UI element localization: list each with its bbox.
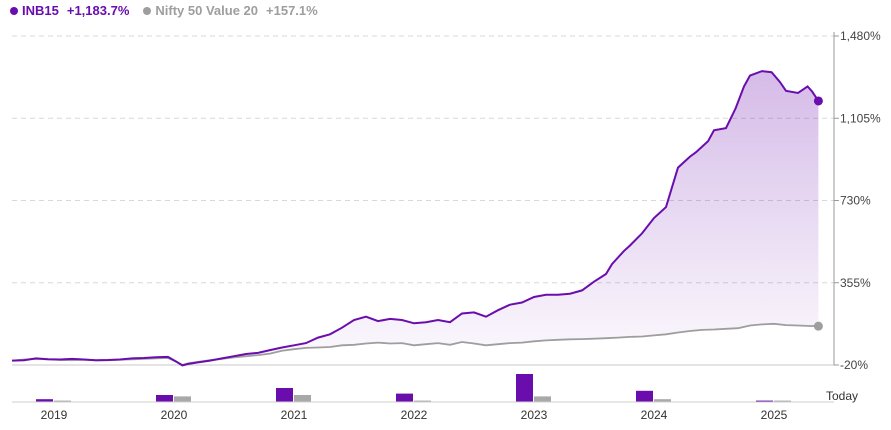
x-tick-label: 2022 xyxy=(401,408,428,422)
bar-nifty50-value20 xyxy=(534,396,551,402)
bar-inb15 xyxy=(36,399,53,402)
bar-nifty50-value20 xyxy=(654,399,671,402)
bar-inb15 xyxy=(156,395,173,402)
y-tick-label: 730% xyxy=(840,194,871,208)
y-tick-label: 1,105% xyxy=(840,111,881,125)
x-tick-label: 2025 xyxy=(761,408,788,422)
x-tick-label: 2019 xyxy=(41,408,68,422)
bar-nifty50-value20 xyxy=(414,400,431,402)
legend-label-inb15: INB15 xyxy=(22,3,59,18)
bar-nifty50-value20 xyxy=(174,396,191,402)
bars-layer xyxy=(36,374,791,402)
x-tick-label: 2024 xyxy=(641,408,668,422)
legend-dot-inb15 xyxy=(10,6,18,15)
x-tick-label: 2020 xyxy=(161,408,188,422)
endpoint-inb15 xyxy=(813,96,823,106)
bar-inb15 xyxy=(636,390,653,402)
bar-nifty50-value20 xyxy=(774,400,791,402)
y-tick-label: 355% xyxy=(840,276,871,290)
axis-layer: -20% 355% 730% 1,105% 1,480% 2019 2020 2021 2022… xyxy=(12,29,881,422)
legend-dot-nifty50-value20 xyxy=(143,6,152,15)
today-label: Today xyxy=(826,389,858,403)
legend-value-nifty50-value20: +157.1% xyxy=(266,3,318,18)
y-tick-label: -20% xyxy=(840,358,868,372)
chart-legend: INB15 +1,183.7% Nifty 50 Value 20 +157.1… xyxy=(10,3,318,18)
series-layer xyxy=(11,70,823,367)
series-area-inb15 xyxy=(12,71,819,366)
y-tick-label: 1,480% xyxy=(840,29,881,43)
endpoint-nifty50-value20 xyxy=(813,321,823,331)
bar-inb15 xyxy=(276,388,293,402)
bar-inb15 xyxy=(756,400,773,402)
series-line-inb15 xyxy=(11,70,820,367)
legend-item-inb15[interactable]: INB15 +1,183.7% xyxy=(10,3,129,18)
bar-nifty50-value20 xyxy=(294,395,311,402)
legend-label-nifty50-value20: Nifty 50 Value 20 xyxy=(155,3,259,18)
x-tick-label: 2021 xyxy=(281,408,308,422)
x-tick-label: 2023 xyxy=(521,408,548,422)
bar-nifty50-value20 xyxy=(54,400,71,402)
bar-inb15 xyxy=(396,393,413,402)
legend-item-nifty50-value20[interactable]: Nifty 50 Value 20 +157.1% xyxy=(143,3,318,18)
bar-inb15 xyxy=(516,374,533,402)
legend-value-inb15: +1,183.7% xyxy=(66,3,130,18)
